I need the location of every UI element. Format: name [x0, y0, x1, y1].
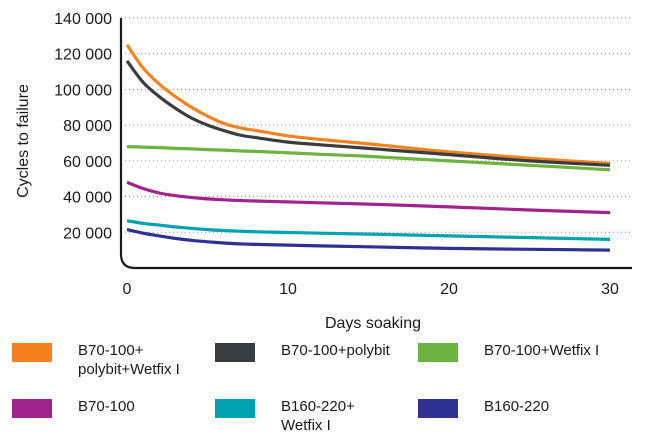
x-axis-label: Days soaking [325, 315, 421, 332]
y-tick-label: 80 000 [63, 118, 112, 135]
series-line-6 [126, 228, 611, 252]
y-tick-label: 40 000 [63, 190, 112, 207]
y-tick-label: 120 000 [54, 47, 112, 64]
axes [119, 18, 632, 270]
x-tick-labels: 0 10 20 30 [123, 281, 619, 298]
gridlines [121, 17, 632, 233]
series-lines [125, 43, 611, 252]
y-axis-label: Cycles to failure [15, 84, 32, 198]
series-line-4 [126, 180, 611, 215]
y-tick-label: 100 000 [54, 82, 112, 99]
x-tick-label: 10 [279, 281, 297, 298]
x-tick-label: 0 [123, 281, 132, 298]
x-tick-label: 30 [601, 281, 619, 298]
series-line-1 [125, 43, 611, 166]
series-line-3 [126, 145, 611, 172]
y-tick-label: 140 000 [54, 11, 112, 28]
y-tick-label: 20 000 [63, 225, 112, 242]
series-line-2 [125, 59, 611, 167]
series-line-5 [126, 219, 611, 241]
y-tick-label: 60 000 [63, 154, 112, 171]
y-tick-labels: 20 000 40 000 60 000 80 000 100 000 120 000 14… [54, 11, 112, 242]
x-tick-label: 20 [440, 281, 458, 298]
